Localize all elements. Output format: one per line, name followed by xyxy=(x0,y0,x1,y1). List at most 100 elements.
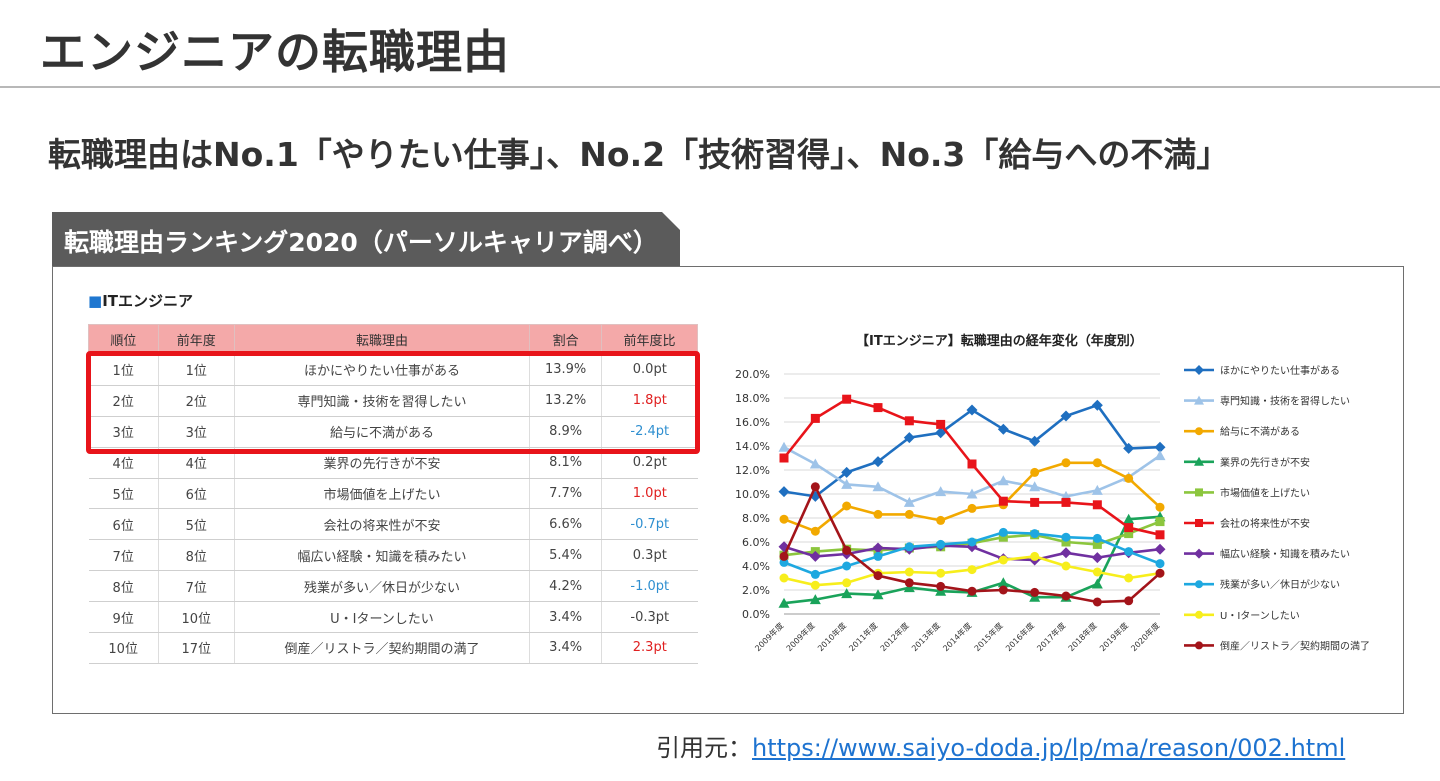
data-point xyxy=(998,585,1008,595)
data-point xyxy=(1155,517,1165,527)
legend-marker xyxy=(1195,427,1203,436)
legend-marker xyxy=(1195,488,1203,497)
cell-share: 5.4% xyxy=(529,539,603,572)
data-point xyxy=(872,589,884,600)
data-point xyxy=(1092,567,1102,577)
data-point xyxy=(1092,458,1102,468)
cell-prev: 3位 xyxy=(158,416,235,448)
data-point xyxy=(1029,481,1041,492)
cell-share: 7.7% xyxy=(529,478,603,510)
legend-label: 専門知識・技術を習得したい xyxy=(1220,395,1350,408)
cell-reason: 専門知識・技術を習得したい xyxy=(234,385,531,417)
data-point xyxy=(903,432,915,444)
cell-prev: 2位 xyxy=(158,385,235,417)
data-point xyxy=(967,537,977,547)
table-row: 1位 1位 ほかにやりたい仕事がある 13.9% 0.0pt xyxy=(88,354,698,386)
cell-diff: 2.3pt xyxy=(601,632,698,664)
cell-diff: -2.4pt xyxy=(601,416,698,448)
data-point xyxy=(1091,552,1103,564)
cell-prev: 17位 xyxy=(158,632,235,664)
cell-prev: 8位 xyxy=(158,539,235,572)
data-point xyxy=(1060,410,1072,422)
legend-label: 給与に不満がある xyxy=(1220,425,1300,438)
data-point xyxy=(967,586,977,596)
data-point xyxy=(779,573,789,583)
data-point xyxy=(1092,597,1102,607)
cell-prev: 6位 xyxy=(158,478,235,510)
data-point xyxy=(936,515,946,525)
data-point xyxy=(1061,458,1071,468)
data-point xyxy=(779,551,789,561)
legend-marker xyxy=(1194,395,1204,405)
data-point xyxy=(810,413,820,423)
data-point xyxy=(1155,559,1165,569)
x-tick-label: 2009年度 xyxy=(753,620,786,653)
data-point xyxy=(1155,530,1165,540)
source-label: 引用元： xyxy=(656,734,752,762)
x-tick-label: 2015年度 xyxy=(972,620,1005,653)
data-point xyxy=(904,542,914,552)
data-point xyxy=(809,458,821,469)
data-point xyxy=(842,578,852,588)
cell-reason: 倒産／リストラ／契約期間の満了 xyxy=(234,632,531,664)
data-point xyxy=(1061,497,1071,507)
data-point xyxy=(904,567,914,577)
data-point xyxy=(1030,551,1040,561)
data-point xyxy=(873,551,883,561)
source-link[interactable]: https://www.saiyo-doda.jp/lp/ma/reason/0… xyxy=(752,734,1346,762)
data-point xyxy=(1155,568,1165,578)
data-point xyxy=(779,453,789,463)
cell-diff: -0.7pt xyxy=(601,508,698,541)
y-tick-label: 0.0% xyxy=(742,608,770,621)
y-tick-label: 10.0% xyxy=(735,488,770,501)
x-tick-label: 2009年度 xyxy=(784,620,817,653)
cell-rank: 3位 xyxy=(88,416,159,448)
data-point xyxy=(1124,529,1134,539)
header-reason: 転職理由 xyxy=(233,324,531,355)
data-point xyxy=(998,532,1008,542)
panel-tab-label: 転職理由ランキング2020（パーソルキャリア調べ） xyxy=(64,228,658,257)
cell-rank: 10位 xyxy=(88,632,159,664)
data-point xyxy=(841,588,853,599)
data-point xyxy=(810,569,820,579)
data-point xyxy=(1155,502,1165,512)
data-point xyxy=(966,541,978,553)
cell-share: 13.2% xyxy=(529,385,603,417)
data-point xyxy=(1123,513,1135,524)
y-tick-label: 20.0% xyxy=(735,368,770,381)
legend-label: 会社の将来性が不安 xyxy=(1220,517,1310,530)
data-point xyxy=(873,571,883,581)
cell-share: 4.2% xyxy=(529,570,603,603)
cell-share: 13.9% xyxy=(529,354,603,386)
data-point xyxy=(778,486,790,498)
data-point xyxy=(967,503,977,513)
x-tick-label: 2017年度 xyxy=(1035,620,1068,653)
cell-diff: 0.3pt xyxy=(601,539,698,572)
data-point xyxy=(842,561,852,571)
line-chart: 0.0% 2.0% 4.0% 6.0% 8.0% 10.0% 12.0% 14.0% 16.0%… xyxy=(735,364,1370,653)
x-tick-label: 2018年度 xyxy=(1066,620,1099,653)
y-tick-label: 16.0% xyxy=(735,416,770,429)
x-tick-label: 2019年度 xyxy=(1097,620,1130,653)
x-tick-label: 2014年度 xyxy=(941,620,974,653)
cell-reason: 残業が多い／休日が少ない xyxy=(234,570,531,603)
table-row: 10位 17位 倒産／リストラ／契約期間の満了 3.4% 2.3pt xyxy=(88,632,698,664)
table-row: 8位 7位 残業が多い／休日が少ない 4.2% -1.0pt xyxy=(88,570,698,603)
legend-marker xyxy=(1195,641,1203,650)
data-point xyxy=(1060,547,1072,559)
data-point xyxy=(778,441,790,452)
cell-diff: 1.0pt xyxy=(601,478,698,510)
cell-share: 3.4% xyxy=(529,601,603,634)
data-point xyxy=(809,594,821,605)
cell-prev: 5位 xyxy=(158,508,235,541)
title-divider xyxy=(0,86,1440,88)
top3-highlight-box xyxy=(86,351,700,454)
data-point xyxy=(810,482,820,492)
data-point xyxy=(842,394,852,404)
data-point xyxy=(1091,578,1103,589)
cell-rank: 6位 xyxy=(88,508,159,541)
data-point xyxy=(1123,442,1135,454)
data-point xyxy=(1061,537,1071,547)
cell-diff: 0.0pt xyxy=(601,354,698,386)
data-point xyxy=(936,539,946,549)
